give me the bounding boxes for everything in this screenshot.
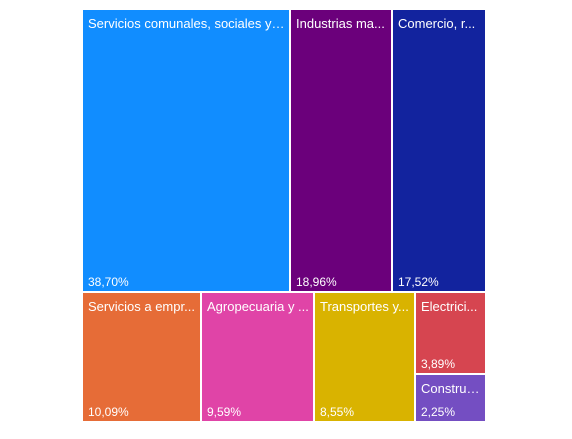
tile-label: Construc... (421, 381, 481, 396)
tile-label: Electrici... (421, 299, 478, 314)
tile-label: Transportes y... (320, 299, 409, 314)
tile-label: Industrias ma... (296, 16, 385, 31)
tile-label: Agropecuaria y ... (207, 299, 309, 314)
tile-value: 3,89% (421, 357, 456, 371)
treemap-tile[interactable]: Servicios a empr... 10,09% (82, 292, 201, 422)
treemap-tile[interactable]: Industrias ma... 18,96% (290, 9, 392, 292)
tile-value: 2,25% (421, 405, 456, 419)
tile-value: 9,59% (207, 405, 242, 419)
tile-value: 18,96% (296, 275, 337, 289)
tile-value: 38,70% (88, 275, 129, 289)
treemap-tile[interactable]: Electrici... 3,89% (415, 292, 486, 374)
tile-label: Servicios a empr... (88, 299, 195, 314)
treemap-tile[interactable]: Agropecuaria y ... 9,59% (201, 292, 314, 422)
treemap-tile[interactable]: Comercio, r... 17,52% (392, 9, 486, 292)
tile-value: 10,09% (88, 405, 129, 419)
tile-label: Servicios comunales, sociales y ... (88, 16, 285, 31)
treemap-tile[interactable]: Construc... 2,25% (415, 374, 486, 422)
treemap-tile[interactable]: Servicios comunales, sociales y ... 38,70… (82, 9, 290, 292)
tile-value: 8,55% (320, 405, 355, 419)
tile-label: Comercio, r... (398, 16, 476, 31)
tile-value: 17,52% (398, 275, 439, 289)
treemap-tile[interactable]: Transportes y... 8,55% (314, 292, 415, 422)
